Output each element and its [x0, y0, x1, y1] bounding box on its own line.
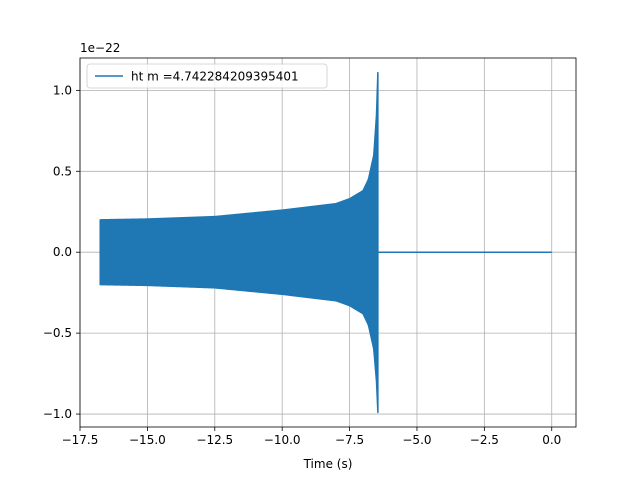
- legend-label: ht m =4.742284209395401: [131, 70, 299, 84]
- y-tick-label: 0.5: [53, 164, 72, 178]
- y-tick-label: 0.0: [53, 245, 72, 259]
- x-tick-label: −15.0: [129, 433, 166, 447]
- series-0-waveform-band: [99, 71, 379, 414]
- y-tick-label: −0.5: [43, 326, 72, 340]
- x-tick-label: −12.5: [196, 433, 233, 447]
- x-tick-label: −2.5: [470, 433, 499, 447]
- x-tick-label: −5.0: [402, 433, 431, 447]
- x-tick-label: −10.0: [264, 433, 301, 447]
- x-tick-label: −17.5: [62, 433, 99, 447]
- x-tick-label: −7.5: [335, 433, 364, 447]
- plot-frame: [79, 57, 577, 428]
- y-tick-label: 1.0: [53, 83, 72, 97]
- y-tick-label: −1.0: [43, 407, 72, 421]
- y-offset-label: 1e−22: [80, 41, 120, 55]
- legend-box: [86, 63, 328, 89]
- x-tick-label: 0.0: [542, 433, 561, 447]
- x-axis-label: Time (s): [303, 457, 353, 471]
